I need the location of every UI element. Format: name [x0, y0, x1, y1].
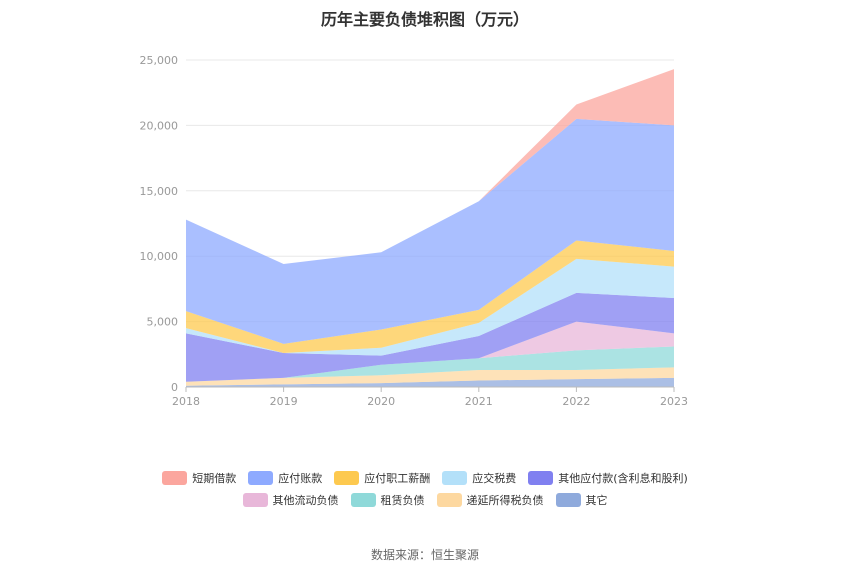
legend-swatch [350, 493, 376, 507]
chart-title: 历年主要负债堆积图（万元） [320, 10, 529, 29]
legend-swatch [528, 471, 554, 485]
legend: 短期借款 应付账款 应付职工薪酬 应交税费 其他应付款(含利息和股利) 其他流动负债 租赁负… [0, 470, 850, 514]
y-tick-label: 20,000 [140, 119, 179, 132]
area-series[interactable] [186, 292, 674, 382]
legend-row: 短期借款 应付账款 应付职工薪酬 应交税费 其他应付款(含利息和股利) [0, 470, 850, 486]
x-tick-label: 2019 [270, 395, 298, 408]
legend-label: 应付账款 [278, 472, 323, 485]
legend-label: 应交税费 [472, 472, 517, 485]
legend-item[interactable]: 递延所得税负债 [436, 492, 544, 508]
x-tick-label: 2018 [172, 395, 200, 408]
legend-swatch [242, 493, 268, 507]
legend-swatch [248, 471, 274, 485]
legend-label: 短期借款 [192, 472, 237, 485]
area-series[interactable] [186, 321, 674, 382]
legend-row: 其他流动负债 租赁负债 递延所得税负债 其它 [0, 492, 850, 508]
area-series[interactable] [186, 346, 674, 382]
stacked-area-chart: 0 5,000 10,000 15,000 20,000 25,000 2018 2019 20… [140, 54, 689, 408]
y-tick-label: 0 [171, 381, 178, 394]
legend-item[interactable]: 应付账款 [248, 470, 322, 486]
legend-item[interactable]: 其他流动负债 [242, 492, 339, 508]
y-tick-label: 5,000 [147, 316, 179, 329]
legend-label: 应付职工薪酬 [364, 472, 431, 485]
legend-swatch [162, 471, 188, 485]
legend-swatch [555, 493, 581, 507]
legend-item[interactable]: 其它 [555, 492, 608, 508]
legend-item[interactable]: 应付职工薪酬 [334, 470, 430, 486]
legend-item[interactable]: 应交税费 [442, 470, 516, 486]
legend-label: 其他应付款(含利息和股利) [558, 472, 688, 485]
legend-item[interactable]: 其他应付款(含利息和股利) [528, 470, 688, 486]
legend-label: 租赁负债 [380, 494, 425, 507]
legend-label: 递延所得税负债 [466, 494, 544, 507]
area-series[interactable] [186, 240, 674, 353]
y-tick-label: 15,000 [140, 185, 179, 198]
x-tick-label: 2022 [562, 395, 590, 408]
legend-swatch [442, 471, 468, 485]
area-series[interactable] [186, 69, 674, 265]
legend-label: 其它 [585, 494, 608, 507]
legend-item[interactable]: 短期借款 [162, 470, 236, 486]
area-series[interactable] [186, 367, 674, 386]
legend-swatch [334, 471, 360, 485]
source-label: 数据来源：恒生聚源 [370, 548, 479, 562]
legend-swatch [436, 493, 462, 507]
area-series[interactable] [186, 118, 674, 344]
legend-item[interactable]: 租赁负债 [350, 492, 425, 508]
legend-label: 其他流动负债 [272, 494, 339, 507]
area-series[interactable] [186, 377, 674, 387]
x-tick-label: 2020 [367, 395, 395, 408]
y-tick-label: 25,000 [140, 54, 179, 67]
x-tick-label: 2021 [465, 395, 493, 408]
x-tick-label: 2023 [660, 395, 688, 408]
area-series[interactable] [186, 258, 674, 356]
y-tick-label: 10,000 [140, 250, 179, 263]
